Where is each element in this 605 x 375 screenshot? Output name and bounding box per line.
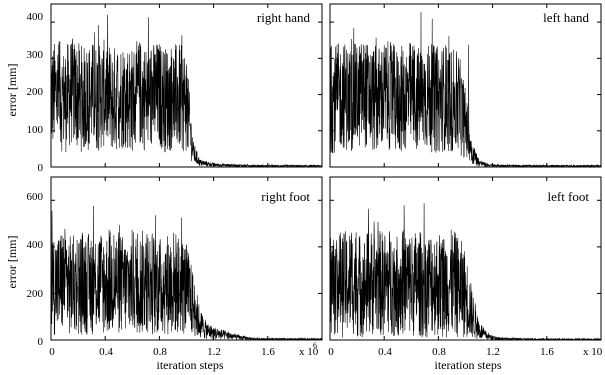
xtick-label: 0 xyxy=(328,346,334,358)
ytick-label: 400 xyxy=(27,11,44,23)
y-axis-label-bottom: error [mm] xyxy=(5,236,19,289)
panel-title: right hand xyxy=(257,10,311,25)
xtick-label: 1.6 xyxy=(261,346,275,358)
xtick-label: 0.8 xyxy=(432,346,446,358)
yticks-bottom-left: 0 200 400 600 xyxy=(27,191,44,348)
panel-right-foot: right foot xyxy=(51,177,322,340)
panel-title: left foot xyxy=(547,189,589,204)
xticks-bottom-right: 0 0.4 0.8 1.2 1.6 x 10 xyxy=(328,346,603,358)
x-multiplier: x 10 xyxy=(583,346,603,358)
ytick-label: 100 xyxy=(27,124,44,136)
series-line xyxy=(51,206,322,340)
ytick-label: 400 xyxy=(27,239,44,251)
panel-left-hand: left hand xyxy=(330,4,601,167)
series-line xyxy=(330,12,601,167)
ytick-label: 200 xyxy=(27,288,44,300)
xtick-label: 0.4 xyxy=(99,346,113,358)
x-axis-label-left: iteration steps xyxy=(157,358,224,372)
xticks-bottom-left: 0 0.4 0.8 1.2 1.6 x 10 6 xyxy=(49,341,319,358)
xtick-label: 1.6 xyxy=(540,346,554,358)
panel-title: right foot xyxy=(261,189,310,204)
xtick-label: 1.2 xyxy=(207,346,221,358)
x-multiplier-exponent: 6 xyxy=(313,341,317,350)
ytick-label: 600 xyxy=(27,191,44,203)
ytick-label: 200 xyxy=(27,86,44,98)
series-line xyxy=(51,15,322,167)
ytick-label: 0 xyxy=(38,162,44,174)
panel-left-foot: left foot xyxy=(330,177,601,340)
ytick-label: 300 xyxy=(27,49,44,61)
series-line xyxy=(330,203,601,340)
ytick-label: 0 xyxy=(38,336,44,348)
xtick-label: 0.4 xyxy=(378,346,392,358)
y-axis-label-top: error [mm] xyxy=(5,64,19,117)
xtick-label: 0 xyxy=(49,346,55,358)
yticks-top-left: 0 100 200 300 400 xyxy=(27,11,44,174)
panel-title: left hand xyxy=(543,10,589,25)
xtick-label: 0.8 xyxy=(153,346,167,358)
panel-right-hand: right hand xyxy=(51,4,322,167)
x-axis-label-right: iteration steps xyxy=(435,358,502,372)
xtick-label: 1.2 xyxy=(486,346,500,358)
